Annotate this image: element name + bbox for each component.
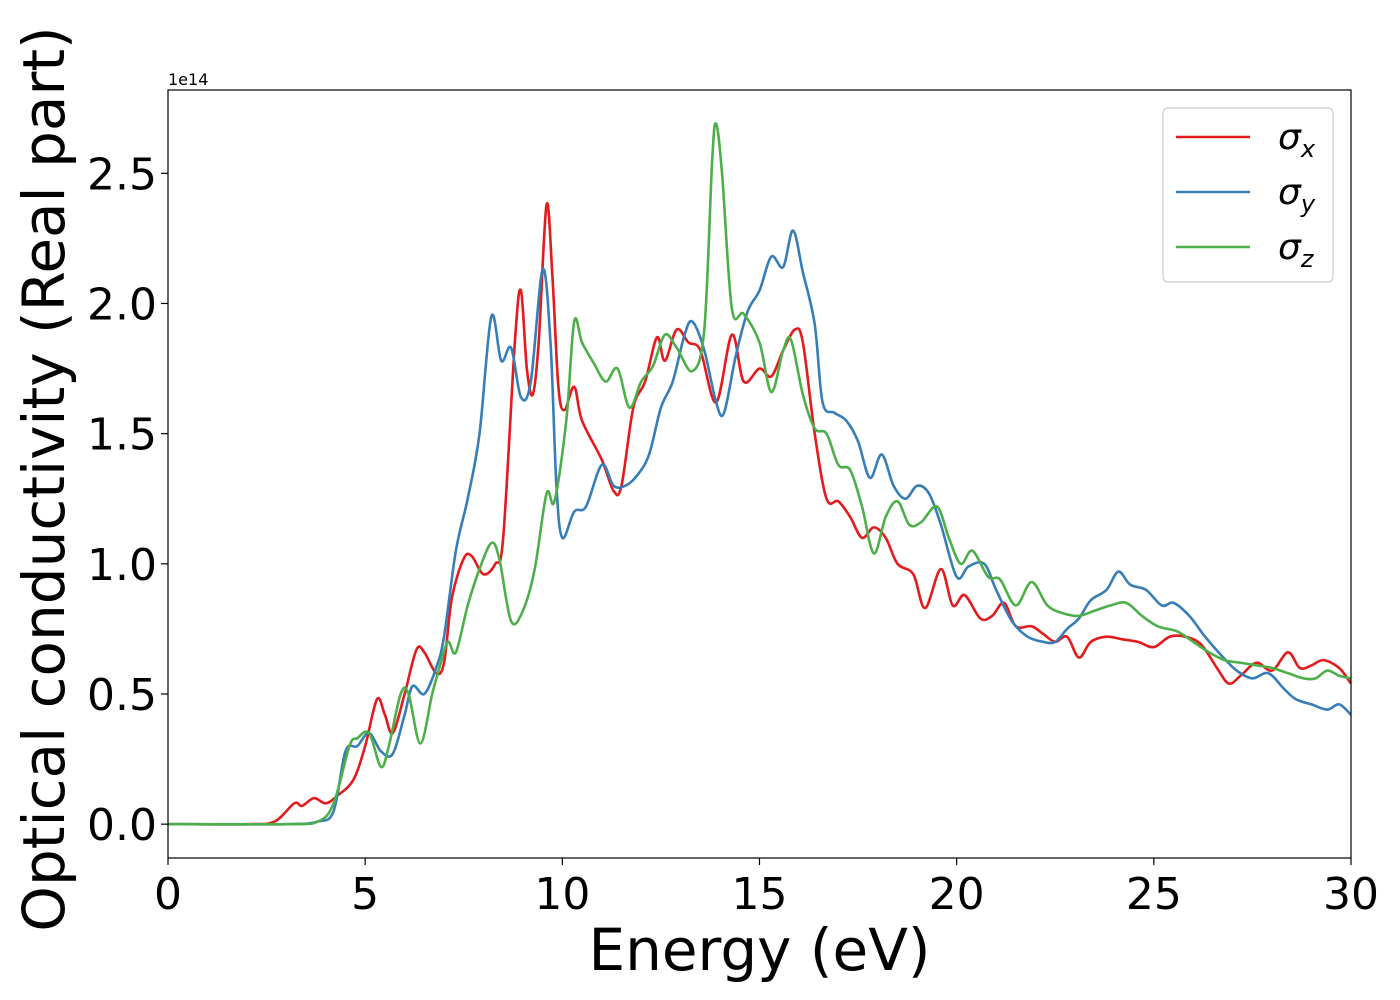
y-axis-title: Optical conductivity (Real part) [10,26,78,931]
x-tick-label: 30 [1323,869,1379,920]
y-tick-label: 0.5 [87,670,157,721]
y-tick-label: 0.0 [87,800,157,851]
series-line-x [168,201,1351,826]
series-layer [168,122,1351,826]
series-line-z [168,122,1351,826]
y-tick-label: 1.5 [87,410,157,461]
y-tick-label: 2.0 [87,279,157,330]
x-tick-label: 25 [1126,869,1182,920]
x-tick-label: 10 [534,869,590,920]
y-tick-label: 1.0 [87,540,157,591]
x-tick-label: 0 [154,869,182,920]
x-tick-label: 5 [351,869,379,920]
legend-box [1162,107,1334,283]
x-axis: 0 5 10 15 20 25 30 [154,858,1379,920]
x-tick-label: 15 [732,869,788,920]
y-axis: 0.0 0.5 1.0 1.5 2.0 2.5 [87,149,168,851]
series-line-y [168,229,1351,826]
y-tick-label: 2.5 [87,149,157,200]
x-axis-title: Energy (eV) [588,916,930,984]
x-tick-label: 20 [929,869,985,920]
y-offset-label: 1e14 [168,70,208,89]
